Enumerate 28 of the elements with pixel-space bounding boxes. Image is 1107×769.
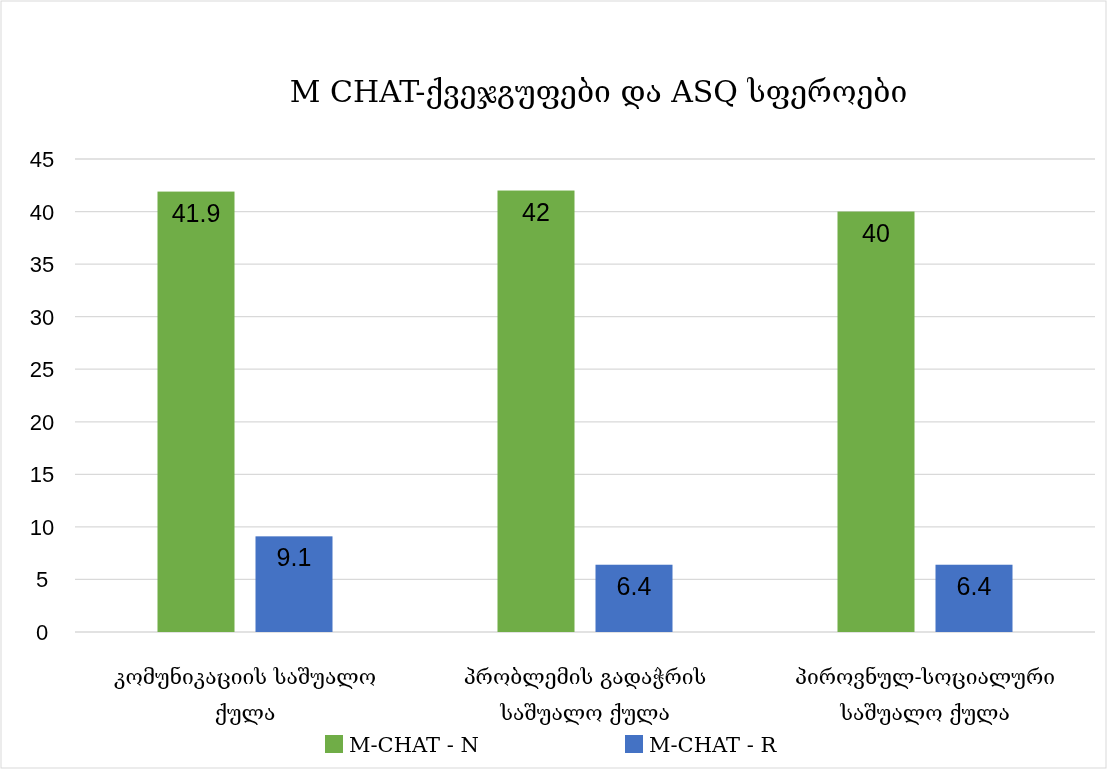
x-tick-label: პიროვნულ-სოციალური საშუალო ქულა bbox=[795, 665, 1055, 725]
data-label: 6.4 bbox=[616, 571, 652, 600]
legend-label: M-CHAT - N bbox=[349, 733, 479, 757]
bar bbox=[157, 191, 235, 632]
data-label: 9.1 bbox=[276, 543, 312, 572]
y-tick-label: 35 bbox=[29, 252, 55, 278]
y-tick-label: 20 bbox=[29, 409, 55, 435]
data-label: 6.4 bbox=[956, 571, 992, 600]
data-label: 41.9 bbox=[171, 198, 221, 227]
y-tick-label: 15 bbox=[29, 462, 55, 488]
y-tick-label: 5 bbox=[35, 567, 49, 593]
legend-label: M-CHAT - R bbox=[649, 733, 778, 757]
y-tick-label: 25 bbox=[29, 357, 55, 383]
y-tick-label: 10 bbox=[29, 514, 55, 540]
data-label: 42 bbox=[522, 197, 550, 226]
chart-title: M CHAT-ქვეჯგუფები და ASQ სფეროები bbox=[289, 74, 908, 109]
bar bbox=[837, 211, 915, 632]
y-tick-label: 45 bbox=[29, 147, 55, 172]
y-tick-label: 30 bbox=[29, 304, 55, 330]
y-tick-label: 40 bbox=[29, 199, 55, 225]
bar bbox=[595, 564, 673, 632]
data-label: 40 bbox=[862, 218, 890, 247]
bar bbox=[255, 536, 333, 632]
y-tick-label: 0 bbox=[35, 620, 49, 645]
x-tick-label: კომუნიკაციის საშუალო ქულა bbox=[113, 665, 377, 725]
x-tick-label: პრობლემის გადაჭრის საშუალო ქულა bbox=[463, 665, 707, 725]
bar bbox=[497, 190, 575, 632]
bar bbox=[935, 564, 1013, 632]
